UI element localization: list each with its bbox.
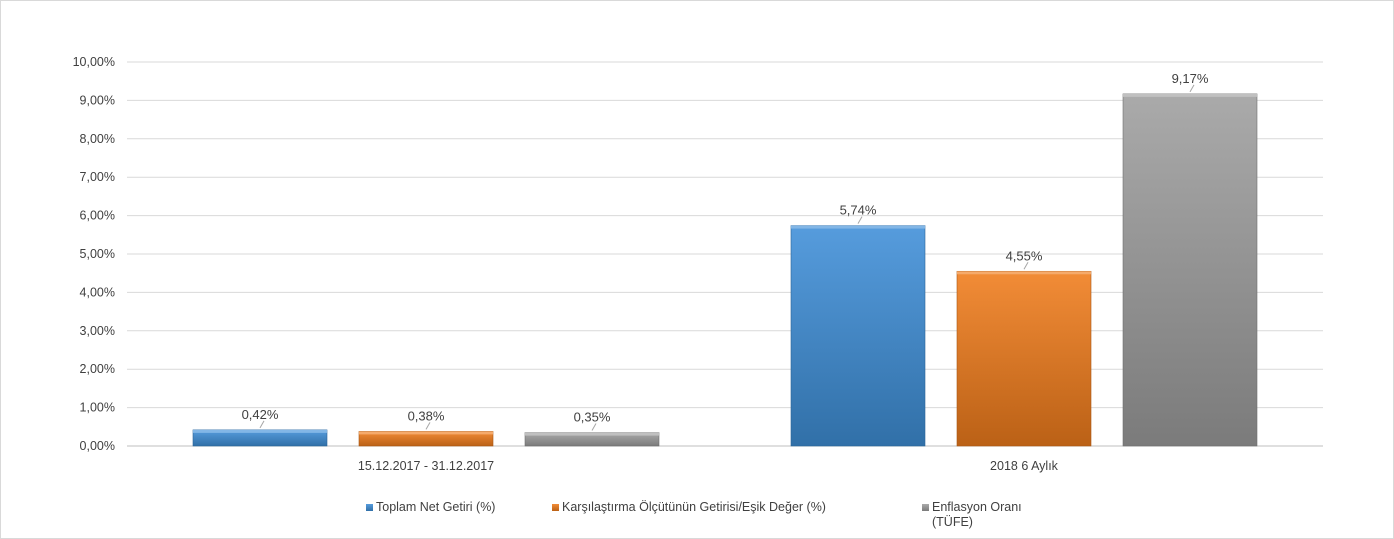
bar-highlight [791,225,925,229]
data-label: 9,17% [1172,71,1209,86]
x-axis-tick-labels: 15.12.2017 - 31.12.2017 2018 6 Aylık [358,459,1059,473]
data-label-leader [1023,262,1029,270]
legend-label: Enflasyon Oranı (TÜFE) [932,500,1022,529]
y-tick-label: 4,00% [80,285,115,299]
bar-chart: 0,00% 1,00% 2,00% 3,00% 4,00% 5,00% 6,00% 7,00%… [73,55,1323,473]
bar-highlight [525,432,659,436]
bar [1122,93,1258,447]
data-label-leader [591,423,597,431]
data-label: 4,55% [1006,248,1043,263]
bar [790,225,926,447]
data-label-leader [259,420,265,429]
legend-item: Toplam Net Getiri (%) [366,500,495,515]
y-tick-label: 0,00% [80,439,115,453]
legend-swatch [366,504,373,511]
y-tick-label: 10,00% [73,55,115,69]
y-tick-label: 5,00% [80,247,115,261]
data-label-leader [425,422,431,430]
bars [192,93,1258,447]
y-tick-label: 9,00% [80,93,115,107]
legend: Toplam Net Getiri (%) Karşılaştırma Ölçüt… [0,500,1394,536]
data-labels: 0,42% 0,38% 0,35% 5,74% 4,55% 9,17% [242,71,1209,431]
bar-highlight [359,431,493,435]
data-label: 0,35% [574,410,611,425]
legend-swatch [552,504,559,511]
legend-label: Toplam Net Getiri (%) [376,500,496,514]
y-tick-label: 6,00% [80,209,115,223]
y-tick-label: 8,00% [80,132,115,146]
legend-item: Enflasyon Oranı (TÜFE) [922,500,1022,530]
y-tick-label: 7,00% [80,170,115,184]
bar-highlight [193,429,327,433]
y-tick-label: 3,00% [80,324,115,338]
y-tick-label: 1,00% [80,401,115,415]
data-label: 5,74% [840,203,877,218]
legend-swatch [922,504,929,511]
legend-label: Karşılaştırma Ölçütünün Getirisi/Eşik De… [562,500,826,514]
bar-highlight [1123,93,1257,97]
bar-highlight [957,271,1091,275]
data-label-leader [857,216,863,224]
data-label: 0,42% [242,407,279,422]
bar [956,270,1092,447]
x-tick-label: 2018 6 Aylık [990,459,1059,473]
y-axis-tick-labels: 0,00% 1,00% 2,00% 3,00% 4,00% 5,00% 6,00% 7,00%… [73,55,115,453]
data-label-leader [1189,84,1195,93]
data-label: 0,38% [408,408,445,423]
legend-item: Karşılaştırma Ölçütünün Getirisi/Eşik De… [552,500,826,515]
x-tick-label: 15.12.2017 - 31.12.2017 [358,459,494,473]
y-tick-label: 2,00% [80,362,115,376]
